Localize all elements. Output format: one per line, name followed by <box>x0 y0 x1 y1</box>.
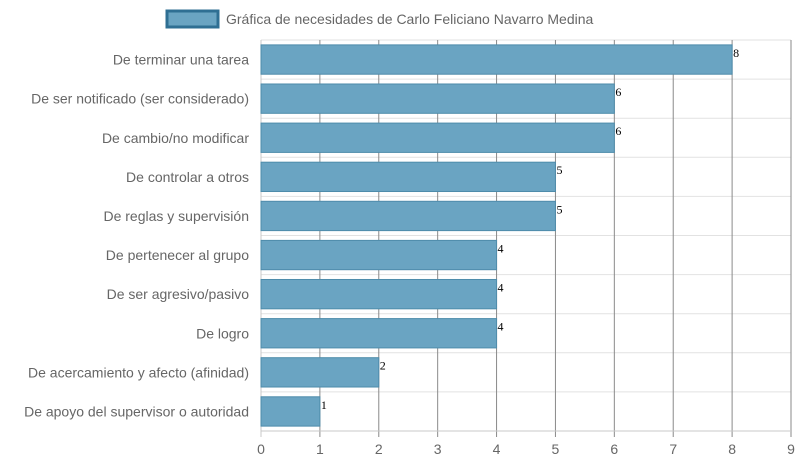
data-label: 6 <box>615 124 621 138</box>
chart-legend[interactable]: Gráfica de necesidades de Carlo Felician… <box>165 9 594 29</box>
bars <box>260 44 733 427</box>
category-label: De terminar una tarea <box>113 52 249 68</box>
x-axis-ticks: 0 1 2 3 4 5 6 7 8 9 <box>257 441 795 457</box>
bar <box>260 83 615 114</box>
bar <box>260 278 498 310</box>
category-label: De apoyo del supervisor o autoridad <box>24 403 249 419</box>
data-label: 5 <box>556 202 562 216</box>
category-labels: De terminar una tarea De ser notificado (… <box>24 52 249 420</box>
category-label: De acercamiento y afecto (afinidad) <box>28 364 249 380</box>
category-label: De controlar a otros <box>126 169 249 185</box>
data-label: 6 <box>615 85 621 99</box>
x-tick-label: 4 <box>493 441 501 457</box>
x-tick-label: 6 <box>610 441 618 457</box>
category-label: De reglas y supervisión <box>103 208 249 224</box>
x-tick-label: 3 <box>434 441 442 457</box>
bar <box>260 239 498 271</box>
x-tick-label: 9 <box>787 441 795 457</box>
x-tick-label: 2 <box>375 441 383 457</box>
category-label: De pertenecer al grupo <box>106 247 249 263</box>
category-label: De ser agresivo/pasivo <box>107 286 250 302</box>
legend-swatch <box>165 9 220 29</box>
data-label: 8 <box>733 46 739 60</box>
bar <box>260 318 498 349</box>
data-label: 1 <box>321 398 327 412</box>
data-label: 4 <box>498 280 504 294</box>
bar <box>260 122 615 153</box>
data-label: 4 <box>498 241 504 255</box>
x-tick-label: 1 <box>316 441 324 457</box>
x-tick-label: 7 <box>669 441 677 457</box>
bar <box>260 396 321 427</box>
data-labels: 8 6 6 5 5 4 4 4 2 1 <box>321 46 739 412</box>
category-label: De logro <box>196 325 249 341</box>
x-tick-label: 8 <box>728 441 736 457</box>
bar <box>260 357 380 388</box>
category-label: De cambio/no modificar <box>102 130 249 146</box>
legend-label: Gráfica de necesidades de Carlo Felician… <box>226 11 594 27</box>
bar <box>260 200 556 232</box>
x-tick-label: 0 <box>257 441 265 457</box>
bar <box>260 44 733 75</box>
category-label: De ser notificado (ser considerado) <box>31 91 249 107</box>
data-label: 5 <box>556 163 562 177</box>
data-label: 4 <box>498 320 504 334</box>
bar <box>260 161 556 193</box>
x-tick-label: 5 <box>552 441 560 457</box>
data-label: 2 <box>380 359 386 373</box>
